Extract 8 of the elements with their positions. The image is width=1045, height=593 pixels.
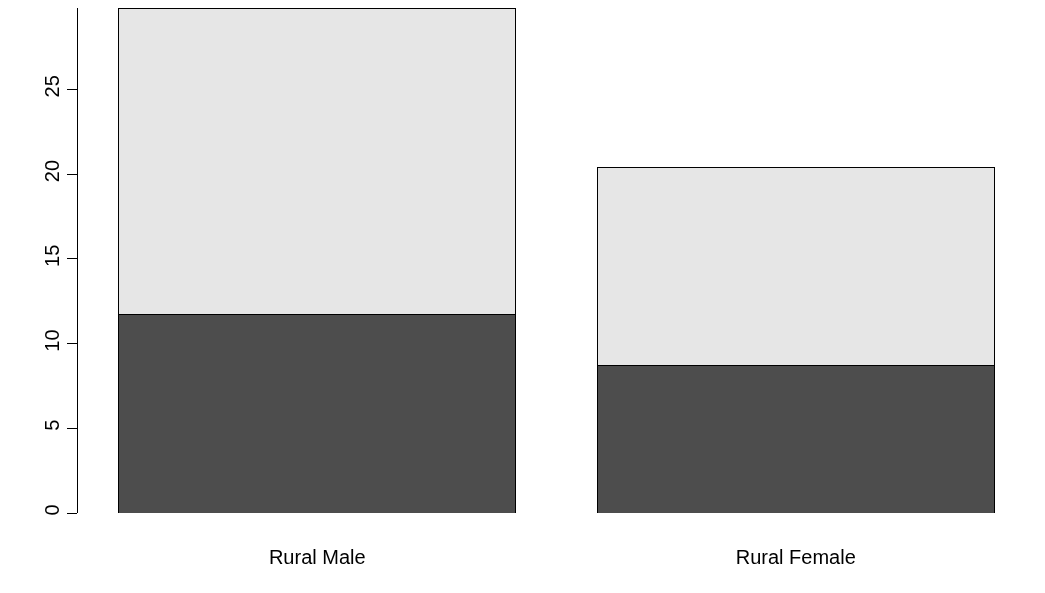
y-tick-label: 25 [41,75,63,98]
y-tick-label: 0 [41,504,63,516]
y-tick-label: 20 [41,159,63,183]
y-tick-label: 5 [41,419,63,431]
y-tick-label: 10 [41,329,63,352]
x-tick-label: Rural Female [735,546,856,568]
y-tick-label: 15 [41,244,63,267]
x-tick-label: Rural Male [268,546,366,568]
